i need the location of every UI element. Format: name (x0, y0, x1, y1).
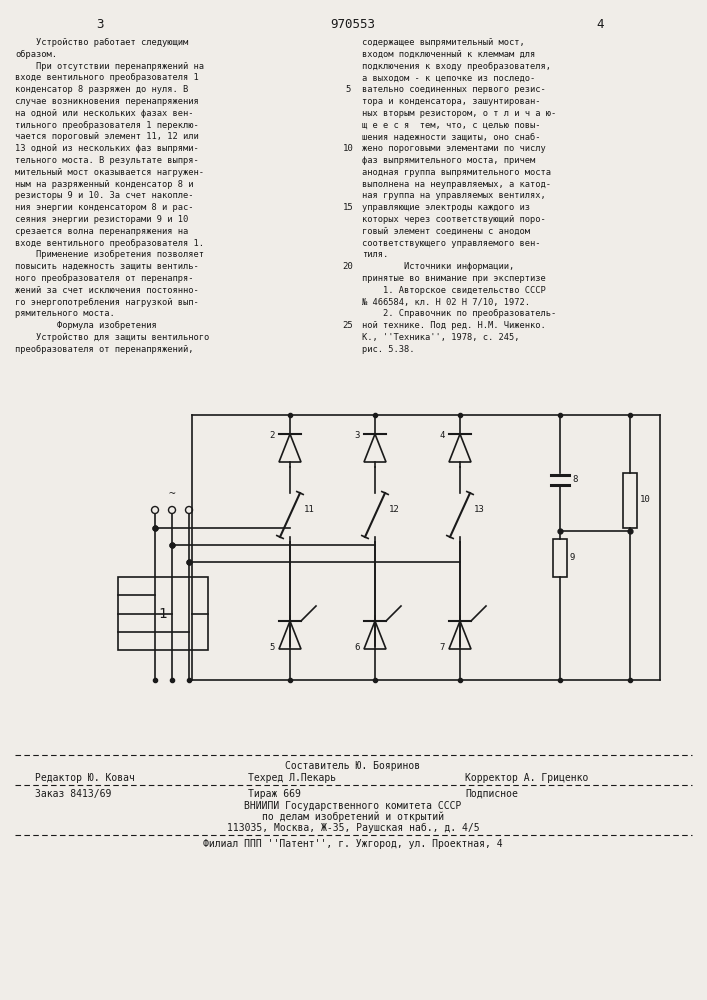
Bar (623, 473, 637, 528)
Text: конденсатор 8 разряжен до нуля. В: конденсатор 8 разряжен до нуля. В (15, 85, 188, 94)
Text: ным на разряженный конденсатор 8 и: ным на разряженный конденсатор 8 и (15, 180, 194, 189)
Text: рямительного моста.: рямительного моста. (15, 309, 115, 318)
Text: ВНИИПИ Государственного комитета СССР: ВНИИПИ Государственного комитета СССР (245, 801, 462, 811)
Text: 5: 5 (345, 85, 351, 94)
Text: тиля.: тиля. (362, 250, 388, 259)
Text: 113035, Москва, Ж-35, Раушская наб., д. 4/5: 113035, Москва, Ж-35, Раушская наб., д. … (227, 823, 479, 833)
Text: К., ''Техника'', 1978, с. 245,: К., ''Техника'', 1978, с. 245, (362, 333, 520, 342)
Text: 15: 15 (343, 203, 354, 212)
Text: принятые во внимание при экспертизе: принятые во внимание при экспертизе (362, 274, 546, 283)
Text: шения надежности защиты, оно снаб-: шения надежности защиты, оно снаб- (362, 132, 540, 141)
Text: рис. 5.38.: рис. 5.38. (362, 345, 414, 354)
Text: ~: ~ (169, 489, 175, 499)
Text: по делам изобретений и открытий: по делам изобретений и открытий (262, 812, 444, 822)
Text: а выходом - к цепочке из последо-: а выходом - к цепочке из последо- (362, 73, 535, 82)
Bar (118, 577, 208, 650)
Text: 3: 3 (354, 430, 360, 440)
Text: сеяния энергии резисторами 9 и 10: сеяния энергии резисторами 9 и 10 (15, 215, 188, 224)
Text: 25: 25 (343, 321, 354, 330)
Text: преобразователя от перенапряжений,: преобразователя от перенапряжений, (15, 345, 194, 354)
Text: Техред Л.Пекарь: Техред Л.Пекарь (248, 773, 336, 783)
Text: Устройство для защиты вентильного: Устройство для защиты вентильного (15, 333, 209, 342)
Text: 1: 1 (159, 606, 167, 620)
Text: ния энергии конденсатором 8 и рас-: ния энергии конденсатором 8 и рас- (15, 203, 194, 212)
Text: Устройство работает следующим: Устройство работает следующим (15, 38, 188, 47)
Text: 2. Справочник по преобразователь-: 2. Справочник по преобразователь- (362, 309, 556, 318)
Text: содержащее выпрямительный мост,: содержащее выпрямительный мост, (362, 38, 525, 47)
Text: ной технике. Под ред. Н.М. Чиженко.: ной технике. Под ред. Н.М. Чиженко. (362, 321, 546, 330)
Text: Подписное: Подписное (465, 789, 518, 799)
Text: 970553: 970553 (330, 18, 375, 31)
Text: управляющие электроды каждого из: управляющие электроды каждого из (362, 203, 530, 212)
Text: входе вентильного преобразователя 1.: входе вентильного преобразователя 1. (15, 239, 204, 248)
Text: резисторы 9 и 10. За счет накопле-: резисторы 9 и 10. За счет накопле- (15, 191, 194, 200)
Text: 20: 20 (343, 262, 354, 271)
Text: Формула изобретения: Формула изобретения (15, 321, 157, 330)
Text: фаз выпрямительного моста, причем: фаз выпрямительного моста, причем (362, 156, 535, 165)
Text: 10: 10 (343, 144, 354, 153)
Text: Корректор А. Гриценко: Корректор А. Гриценко (465, 773, 588, 783)
Text: на одной или нескольких фазах вен-: на одной или нескольких фазах вен- (15, 109, 194, 118)
Text: го энергопотребления нагрузкой вып-: го энергопотребления нагрузкой вып- (15, 298, 199, 307)
Text: тильного преобразователя 1 переклю-: тильного преобразователя 1 переклю- (15, 121, 199, 130)
Text: 4: 4 (439, 430, 445, 440)
Text: тельного моста. В результате выпря-: тельного моста. В результате выпря- (15, 156, 199, 165)
Text: случае возникновения перенапряжения: случае возникновения перенапряжения (15, 97, 199, 106)
Text: ная группа на управляемых вентилях,: ная группа на управляемых вентилях, (362, 191, 546, 200)
Text: Составитель Ю. Бояринов: Составитель Ю. Бояринов (286, 761, 421, 771)
Text: щ е е с я  тем, что, с целью повы-: щ е е с я тем, что, с целью повы- (362, 121, 540, 130)
Text: Редактор Ю. Ковач: Редактор Ю. Ковач (35, 773, 135, 783)
Text: 1. Авторское свидетельство СССР: 1. Авторское свидетельство СССР (362, 286, 546, 295)
Text: жений за счет исключения постоянно-: жений за счет исключения постоянно- (15, 286, 199, 295)
Text: Применение изобретения позволяет: Применение изобретения позволяет (15, 250, 204, 259)
Text: Заказ 8413/69: Заказ 8413/69 (35, 789, 112, 799)
Text: 7: 7 (439, 643, 445, 652)
Text: образом.: образом. (15, 50, 57, 59)
Text: входом подключенный к клеммам для: входом подключенный к клеммам для (362, 50, 535, 59)
Text: 4: 4 (596, 18, 604, 31)
Text: соответствующего управляемого вен-: соответствующего управляемого вен- (362, 239, 540, 248)
Text: 13 одной из нескольких фаз выпрями-: 13 одной из нескольких фаз выпрями- (15, 144, 199, 153)
Text: 2: 2 (269, 430, 275, 440)
Text: тора и конденсатора, зашунтирован-: тора и конденсатора, зашунтирован- (362, 97, 540, 106)
Text: При отсутствии перенапряжений на: При отсутствии перенапряжений на (15, 62, 204, 71)
Text: выполнена на неуправляемых, а катод-: выполнена на неуправляемых, а катод- (362, 180, 551, 189)
Text: 8: 8 (572, 476, 578, 485)
Text: жено пороговыми элементами по числу: жено пороговыми элементами по числу (362, 144, 546, 153)
Text: № 466584, кл. Н 02 Н 7/10, 1972.: № 466584, кл. Н 02 Н 7/10, 1972. (362, 298, 530, 307)
Text: 6: 6 (354, 643, 360, 652)
Text: ных вторым резистором, о т л и ч а ю-: ных вторым резистором, о т л и ч а ю- (362, 109, 556, 118)
Text: говый элемент соединены с анодом: говый элемент соединены с анодом (362, 227, 530, 236)
Text: 12: 12 (389, 506, 399, 514)
Text: мительный мост оказывается нагружен-: мительный мост оказывается нагружен- (15, 168, 204, 177)
Text: 9: 9 (570, 554, 575, 562)
Text: Тираж 669: Тираж 669 (248, 789, 301, 799)
Bar (553, 539, 567, 577)
Text: 5: 5 (269, 643, 275, 652)
Text: вательно соединенных первого резис-: вательно соединенных первого резис- (362, 85, 546, 94)
Text: входе вентильного преобразователя 1: входе вентильного преобразователя 1 (15, 73, 199, 82)
Text: ного преобразователя от перенапря-: ного преобразователя от перенапря- (15, 274, 194, 283)
Text: 10: 10 (640, 495, 650, 504)
Text: чается пороговый элемент 11, 12 или: чается пороговый элемент 11, 12 или (15, 132, 199, 141)
Text: срезается волна перенапряжения на: срезается волна перенапряжения на (15, 227, 188, 236)
Text: которых через соответствующий поро-: которых через соответствующий поро- (362, 215, 546, 224)
Text: Филиал ППП ''Патент'', г. Ужгород, ул. Проектная, 4: Филиал ППП ''Патент'', г. Ужгород, ул. П… (203, 839, 503, 849)
Text: анодная группа выпрямительного моста: анодная группа выпрямительного моста (362, 168, 551, 177)
Text: Источники информации,: Источники информации, (362, 262, 514, 271)
Text: повысить надежность защиты вентиль-: повысить надежность защиты вентиль- (15, 262, 199, 271)
Text: 13: 13 (474, 506, 485, 514)
Text: подключения к входу преобразователя,: подключения к входу преобразователя, (362, 62, 551, 71)
Text: 11: 11 (304, 506, 315, 514)
Text: 3: 3 (96, 18, 104, 31)
